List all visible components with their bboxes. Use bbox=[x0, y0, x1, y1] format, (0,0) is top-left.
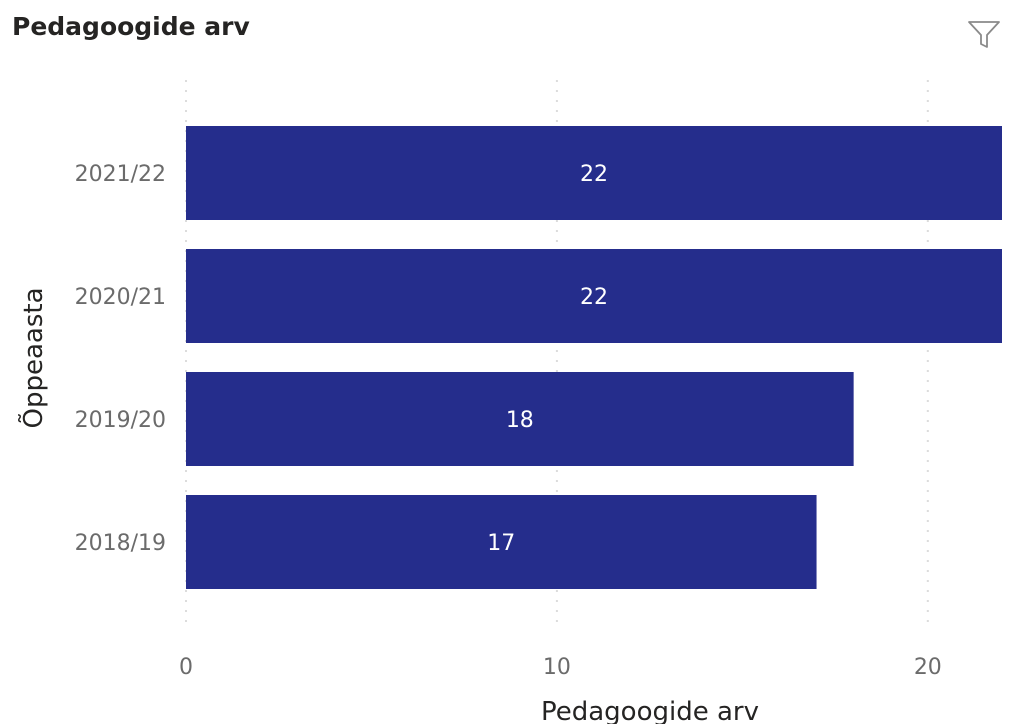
bars: 22 22 18 17 bbox=[186, 126, 1002, 589]
filter-icon[interactable] bbox=[966, 16, 1002, 52]
bar-2021-22[interactable] bbox=[186, 126, 1002, 220]
y-tick-label: 2020/21 bbox=[75, 285, 166, 310]
data-label: 17 bbox=[487, 531, 515, 556]
x-tick-label: 10 bbox=[543, 655, 571, 680]
data-label: 22 bbox=[580, 285, 608, 310]
bar-2020-21[interactable] bbox=[186, 249, 1002, 343]
x-axis-tick-labels: 0 10 20 bbox=[179, 655, 942, 680]
x-axis-title: Pedagoogide arv bbox=[541, 697, 759, 724]
bar-2019-20[interactable] bbox=[186, 372, 854, 466]
data-label: 22 bbox=[580, 162, 608, 187]
bar-2018-19[interactable] bbox=[186, 495, 817, 589]
x-tick-label: 0 bbox=[179, 655, 193, 680]
y-axis-tick-labels: 2021/22 2020/21 2019/20 2018/19 bbox=[75, 162, 166, 556]
y-tick-label: 2019/20 bbox=[75, 408, 166, 433]
data-label: 18 bbox=[506, 408, 534, 433]
y-axis-title: Õppeaasta bbox=[17, 287, 49, 428]
y-tick-label: 2018/19 bbox=[75, 531, 166, 556]
x-tick-label: 20 bbox=[914, 655, 942, 680]
chart-title: Pedagoogide arv bbox=[12, 12, 250, 41]
y-tick-label: 2021/22 bbox=[75, 162, 166, 187]
